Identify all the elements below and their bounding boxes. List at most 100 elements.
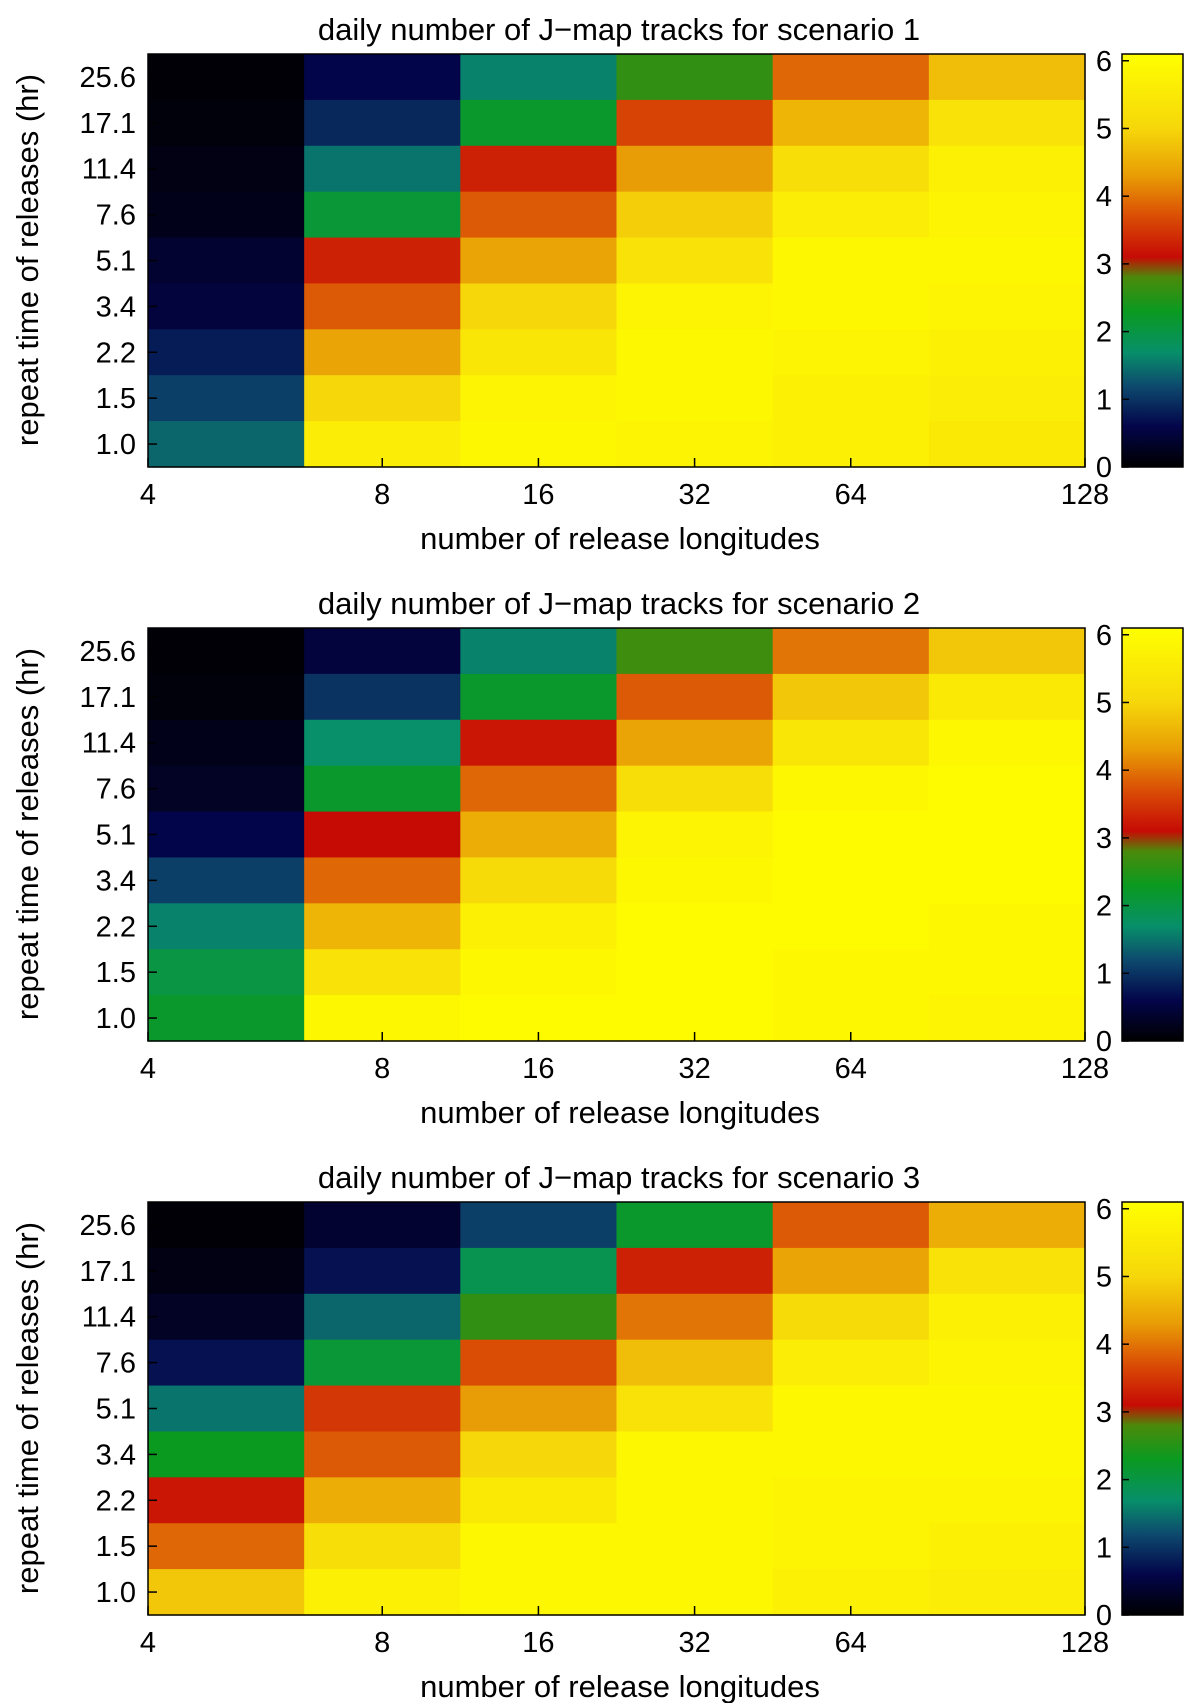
y-tick-label: 5.1: [96, 246, 136, 278]
heatmap-cell: [460, 1385, 618, 1433]
heatmap-cell: [616, 949, 774, 996]
heatmap-cell: [460, 237, 618, 285]
panel-1-ylabel: repeat time of releases (hr): [10, 74, 45, 446]
heatmap-cell: [460, 719, 618, 767]
heatmap-cell: [148, 145, 305, 193]
heatmap-cell: [616, 54, 774, 101]
y-tick-label: 2.2: [96, 911, 136, 943]
colorbar-tick-label: 6: [1096, 620, 1112, 652]
heatmap-cell: [772, 765, 930, 813]
colorbar-tick-label: 0: [1096, 1600, 1112, 1632]
heatmap-cell: [148, 995, 305, 1042]
heatmap-cell: [928, 99, 1086, 147]
heatmap-cell: [616, 765, 774, 813]
y-tick-label: 1.5: [96, 1531, 136, 1563]
x-tick-label: 32: [678, 479, 710, 511]
heatmap-cell: [616, 1523, 774, 1570]
heatmap-cell: [148, 237, 305, 285]
heatmap-cell: [772, 1431, 930, 1478]
x-tick-label: 4: [140, 1053, 156, 1085]
y-tick-label: 7.6: [96, 774, 136, 806]
colorbar-tick-label: 3: [1096, 823, 1112, 855]
x-tick-label: 8: [374, 479, 390, 511]
heatmap-cell: [148, 1247, 305, 1295]
heatmap-cell: [304, 1339, 461, 1387]
y-tick-label: 7.6: [96, 200, 136, 232]
colorbar-tick-label: 1: [1096, 384, 1112, 416]
colorbar-tick-label: 2: [1096, 317, 1112, 349]
heatmap-cell: [928, 1293, 1086, 1341]
panel-3-title: daily number of J−map tracks for scenari…: [318, 1160, 920, 1195]
heatmap-cell: [148, 1431, 305, 1478]
heatmap-cell: [460, 765, 618, 813]
y-tick-label: 25.6: [80, 62, 136, 94]
heatmap-cell: [460, 1247, 618, 1295]
heatmap-cell: [928, 811, 1086, 859]
colorbar-tick-label: 5: [1096, 113, 1112, 145]
heatmap-cell: [772, 1523, 930, 1570]
heatmap-cell: [772, 191, 930, 239]
heatmap-cell: [772, 1477, 930, 1524]
panel-3-heatmap: 4 8 16 32 64 12825.617.111.47.65.13.42.21.51.…: [80, 1201, 1109, 1659]
heatmap-cell: [148, 1385, 305, 1433]
x-tick-label: 64: [835, 1627, 867, 1659]
y-tick-label: 1.5: [96, 383, 136, 415]
heatmap-cell: [304, 1431, 461, 1478]
x-tick-label: 32: [678, 1627, 710, 1659]
y-tick-label: 11.4: [82, 154, 136, 186]
heatmap-cell: [148, 673, 305, 721]
heatmap-cell: [928, 375, 1086, 422]
panel-3-xlabel: number of release longitudes: [420, 1669, 820, 1703]
heatmap-cell: [460, 283, 618, 330]
colorbar-tick-label: 2: [1096, 1465, 1112, 1497]
heatmap-cell: [928, 54, 1086, 101]
x-tick-label: 64: [835, 1053, 867, 1085]
heatmap-cell: [616, 673, 774, 721]
heatmap-cell: [304, 1202, 461, 1249]
heatmap-cell: [616, 191, 774, 239]
colorbar-tick-label: 5: [1096, 687, 1112, 719]
heatmap-cell: [928, 1339, 1086, 1387]
heatmap-cell: [616, 1247, 774, 1295]
heatmap-cell: [928, 191, 1086, 239]
heatmap-cell: [772, 1293, 930, 1341]
heatmap-cell: [304, 1247, 461, 1295]
heatmap-cell: [148, 283, 305, 330]
heatmap-cell: [616, 1293, 774, 1341]
y-tick-label: 3.4: [96, 291, 136, 323]
heatmap-cell: [616, 1477, 774, 1524]
colorbar-tick-label: 4: [1096, 755, 1112, 787]
y-tick-label: 17.1: [80, 1256, 136, 1288]
heatmap-cell: [772, 1339, 930, 1387]
y-tick-label: 1.0: [96, 1003, 136, 1035]
heatmap-cell: [304, 145, 461, 193]
heatmap-cell: [460, 1202, 618, 1249]
heatmap-cell: [148, 765, 305, 813]
heatmap-cell: [928, 237, 1086, 285]
heatmap-cell: [616, 811, 774, 859]
heatmap-cell: [460, 375, 618, 422]
heatmap-cell: [928, 145, 1086, 193]
heatmap-cell: [460, 903, 618, 950]
heatmap-cell: [616, 283, 774, 330]
heatmap-cell: [928, 329, 1086, 376]
panel-2-title: daily number of J−map tracks for scenari…: [318, 586, 920, 621]
heatmap-cell: [304, 1477, 461, 1524]
heatmap-cell: [304, 811, 461, 859]
heatmap-cell: [148, 329, 305, 376]
heatmap-cell: [928, 283, 1086, 330]
heatmap-cell: [772, 1385, 930, 1433]
heatmap-cell: [460, 1477, 618, 1524]
y-tick-label: 11.4: [82, 728, 136, 760]
heatmap-cell: [460, 1293, 618, 1341]
heatmap-cell: [304, 673, 461, 721]
heatmap-cell: [304, 903, 461, 950]
panel-2-ylabel: repeat time of releases (hr): [10, 648, 45, 1020]
heatmap-cell: [928, 1247, 1086, 1295]
heatmap-cell: [148, 903, 305, 950]
colorbar-tick-label: 4: [1096, 1329, 1112, 1361]
heatmap-cell: [928, 719, 1086, 767]
heatmap-cell: [460, 1523, 618, 1570]
heatmap-cell: [928, 1523, 1086, 1570]
heatmap-cell: [148, 719, 305, 767]
